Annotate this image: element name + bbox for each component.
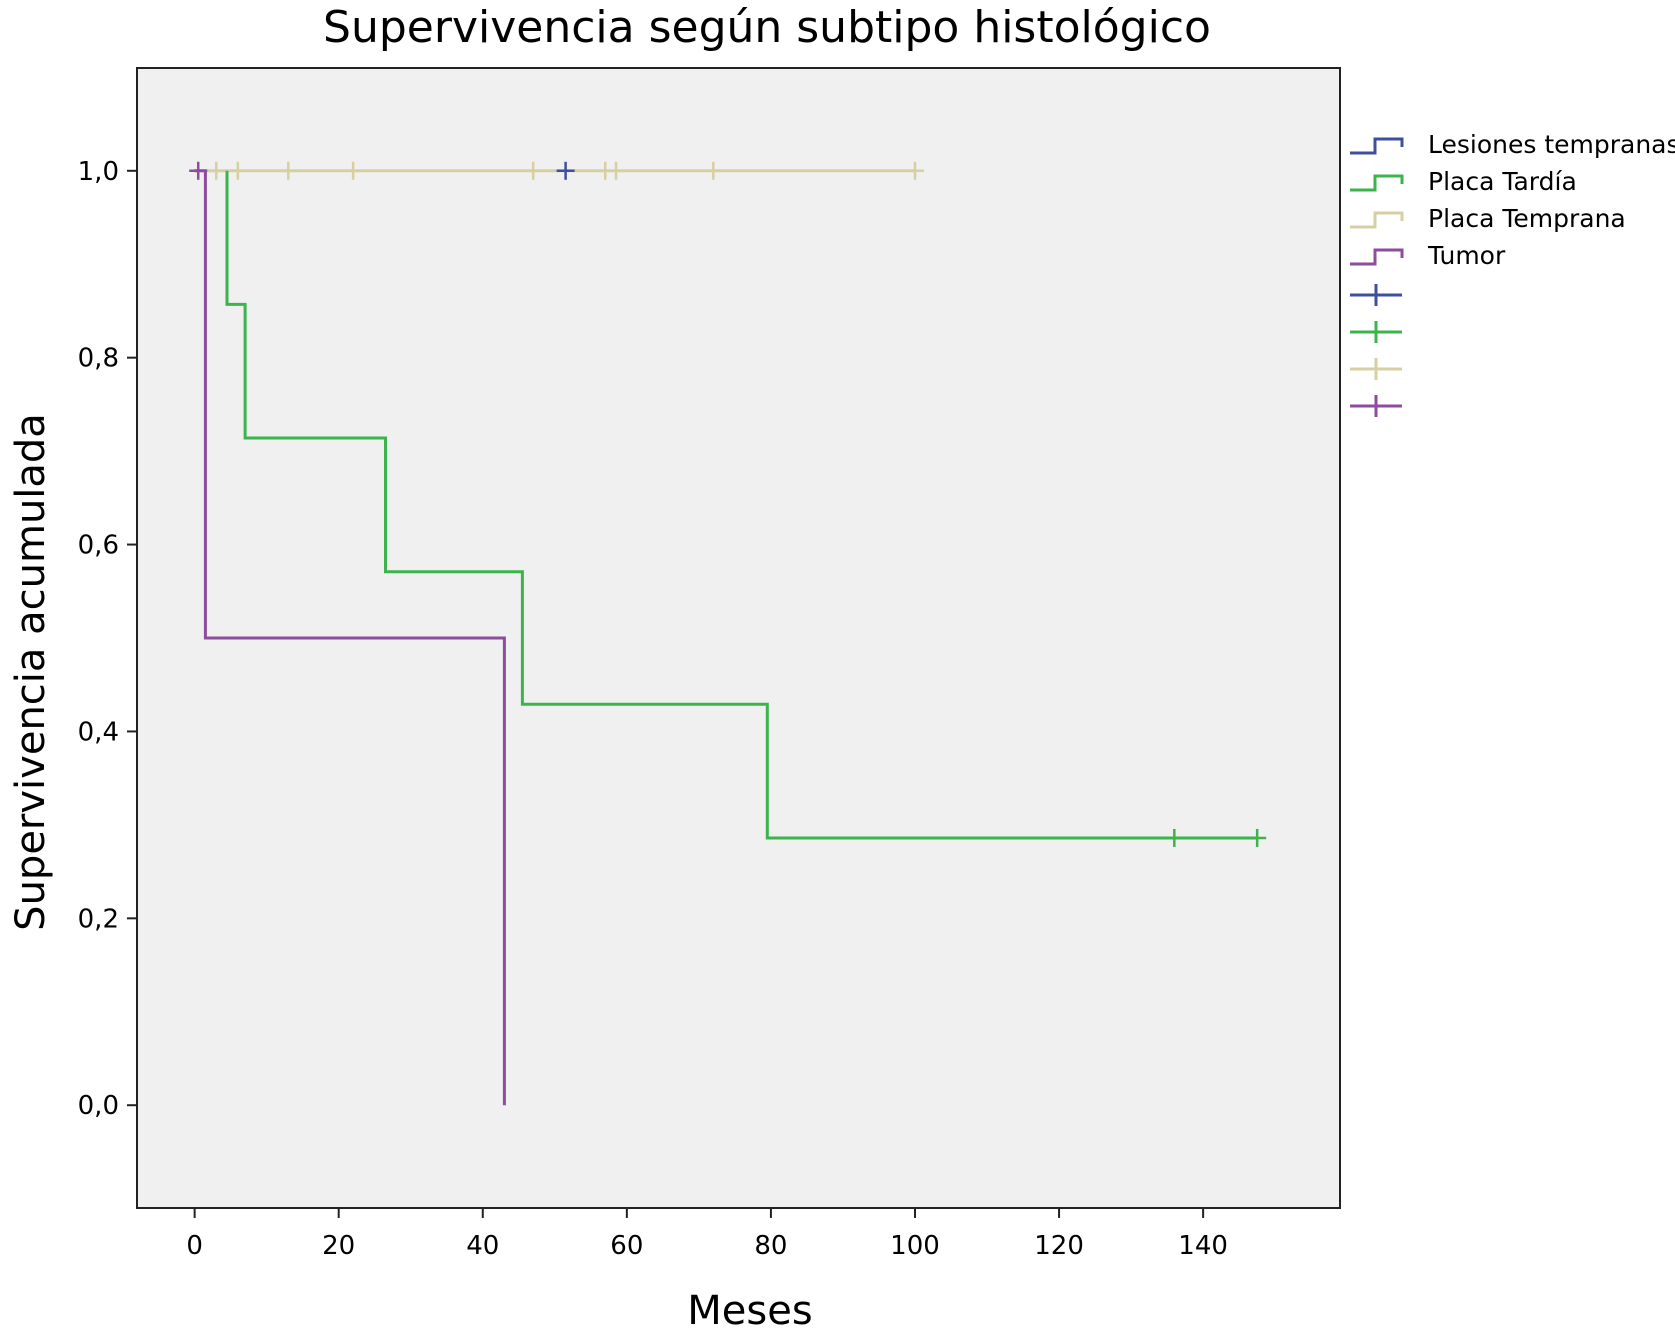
- x-tick-label: 100: [890, 1231, 940, 1261]
- censor-mark-placa-temprana: [207, 161, 226, 180]
- chart-title: Supervivencia según subtipo histológico: [323, 2, 1211, 53]
- censor-mark-placa-temprana: [607, 161, 626, 180]
- y-axis-label: Supervivencia acumulada: [8, 413, 54, 931]
- censor-mark-placa-temprana: [524, 161, 543, 180]
- legend-swatch-tumor: [1350, 248, 1404, 266]
- axes: 0 20 40 60 80 100 120 140 0,0 0,2 0,4 0,6 0,8 1,0: [78, 157, 1228, 1261]
- x-tick-label: 60: [610, 1231, 643, 1261]
- censor-mark-tumor: [189, 161, 208, 180]
- legend-swatch-lesiones-tempranas: [1350, 137, 1404, 155]
- legend-label: Lesiones tempranas: [1428, 130, 1675, 159]
- legend-swatch-placa-temprana: [1350, 211, 1404, 229]
- legend-label: Placa Tardía: [1428, 167, 1577, 196]
- x-tick-label: 120: [1034, 1231, 1084, 1261]
- y-tick-label: 0,4: [78, 717, 119, 747]
- y-tick-label: 0,2: [78, 904, 119, 934]
- censor-mark-placa-tardia: [1165, 828, 1184, 847]
- censor-mark-placa-temprana: [704, 161, 723, 180]
- legend-label: Tumor: [1427, 241, 1506, 270]
- legend-swatch-placa-tardia: [1350, 174, 1404, 192]
- x-tick-label: 40: [466, 1231, 499, 1261]
- censor-mark-placa-tardia: [1248, 828, 1267, 847]
- y-tick-label: 0,0: [78, 1091, 119, 1121]
- x-tick-label: 20: [322, 1231, 355, 1261]
- legend: Lesiones tempranas Placa Tardía Placa Temp…: [1350, 130, 1675, 417]
- censor-mark-lesiones-tempranas: [556, 161, 575, 180]
- legend-label: Placa Temprana: [1428, 204, 1626, 233]
- x-tick-label: 80: [754, 1231, 787, 1261]
- y-tick-label: 0,6: [78, 531, 119, 561]
- x-axis-label: Meses: [687, 1288, 812, 1329]
- censor-mark-placa-temprana: [228, 161, 247, 180]
- series-line-placa-tardia: [225, 170, 1258, 840]
- censor-mark-placa-temprana: [905, 161, 924, 180]
- y-tick-label: 1,0: [78, 157, 119, 187]
- x-tick-label: 0: [186, 1231, 203, 1261]
- series-layer: [189, 161, 1267, 1106]
- censor-mark-placa-temprana: [279, 161, 298, 180]
- censor-mark-placa-temprana: [344, 161, 363, 180]
- x-tick-label: 140: [1178, 1231, 1228, 1261]
- y-tick-label: 0,8: [78, 344, 119, 374]
